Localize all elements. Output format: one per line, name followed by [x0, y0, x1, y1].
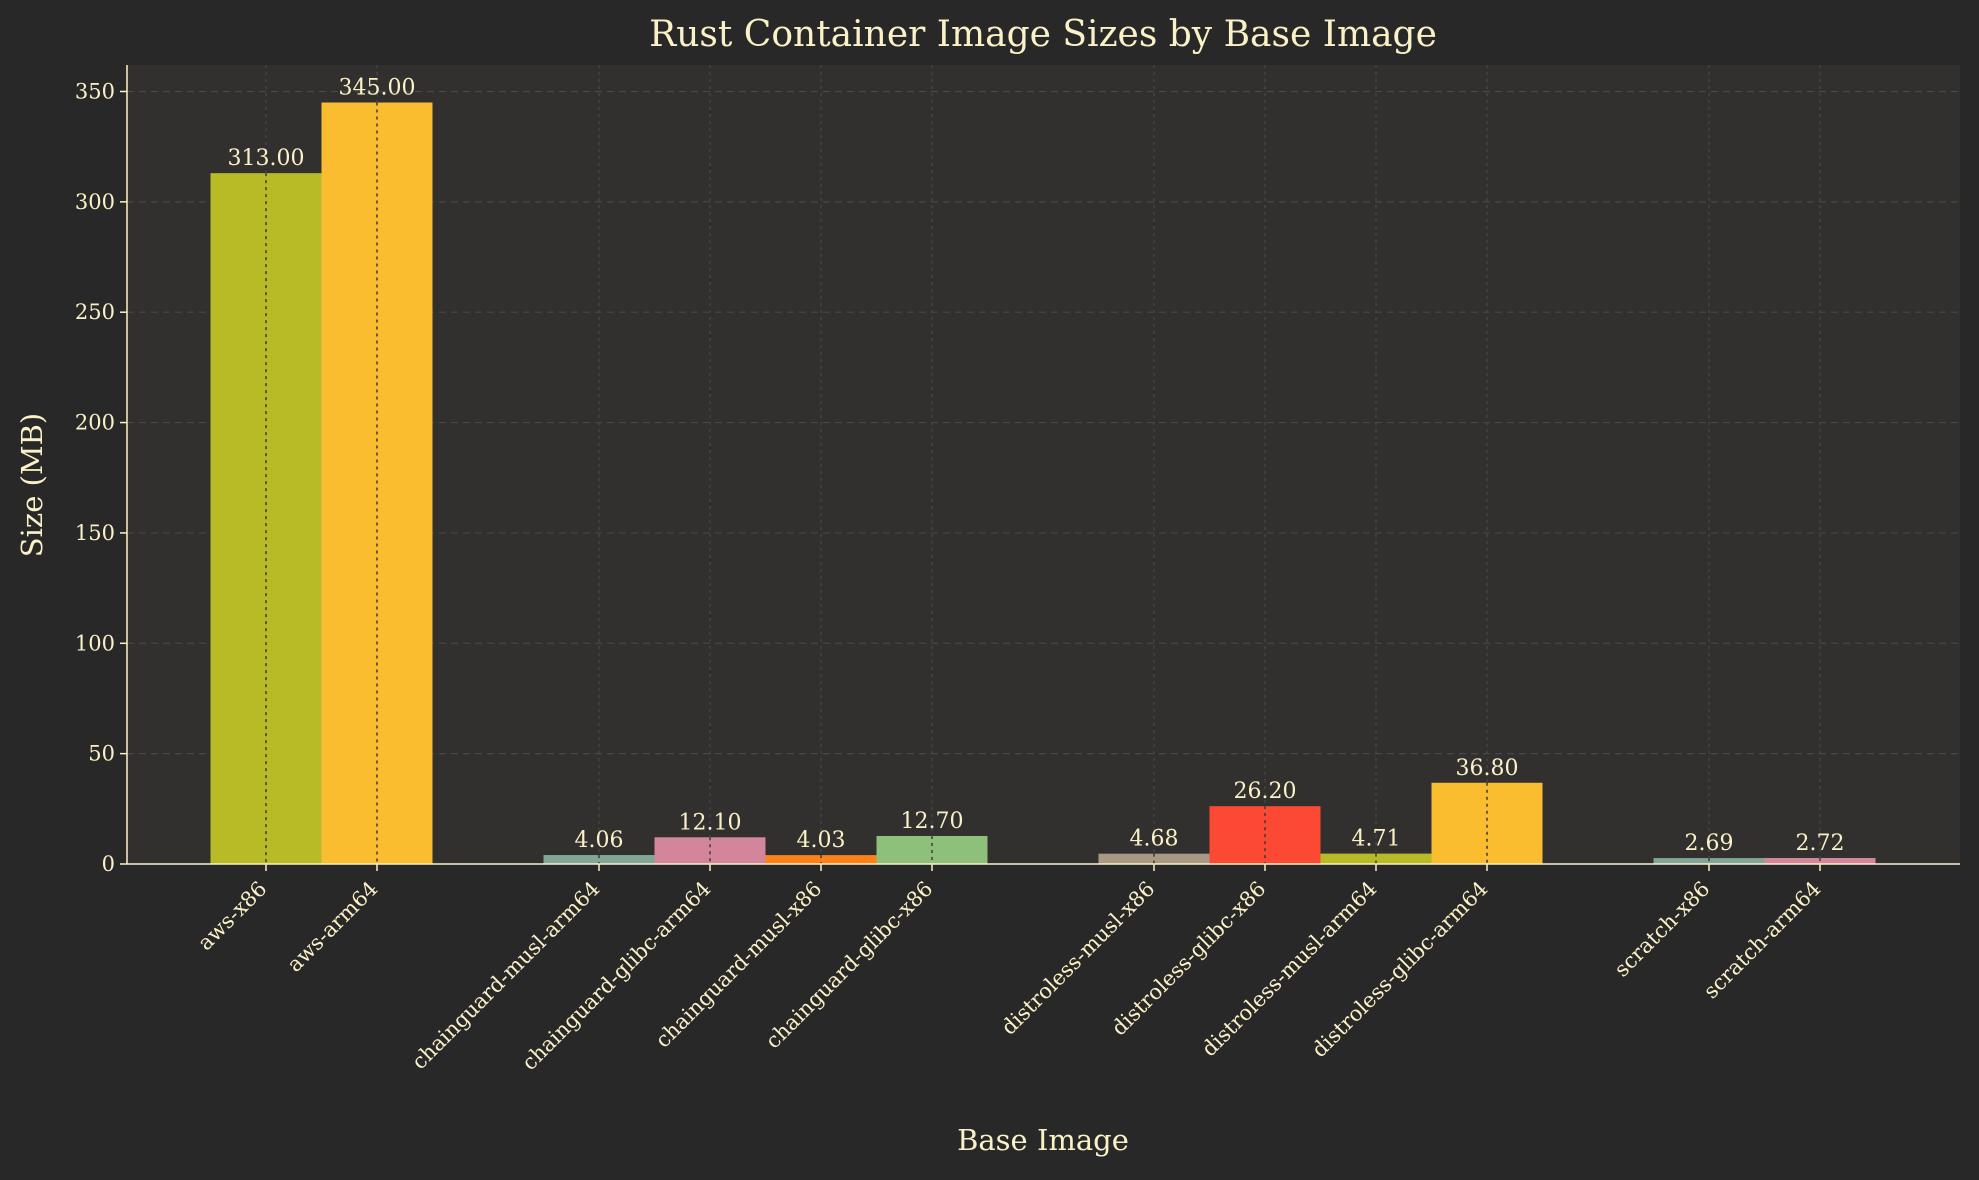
bar-distroless-musl-x86 — [1098, 853, 1210, 864]
bar-value-label: 4.71 — [1352, 827, 1401, 852]
bar-value-label: 345.00 — [339, 76, 416, 101]
bar-value-label: 313.00 — [228, 146, 305, 171]
bar-value-label: 12.10 — [679, 810, 742, 835]
bar-chainguard-musl-x86 — [765, 855, 877, 864]
bar-value-label: 12.70 — [901, 809, 964, 834]
bar-value-label: 4.03 — [797, 828, 846, 853]
axes — [126, 65, 1960, 865]
bar-value-label: 2.72 — [1796, 831, 1845, 856]
y-tick-label: 50 — [88, 742, 115, 766]
y-tick-labels: 0 50 100 150 200 250 300 350 — [75, 79, 127, 876]
bar-value-label: 36.80 — [1456, 756, 1519, 781]
bar-value-label: 4.06 — [575, 828, 624, 853]
y-tick-label: 350 — [75, 79, 115, 103]
y-tick-label: 300 — [75, 190, 115, 214]
bar-value-labels: 313.00 345.00 4.06 12.10 4.03 12.70 4.68 26.20 4… — [228, 76, 1845, 857]
bar-distroless-glibc-arm64 — [1431, 782, 1543, 864]
y-tick-label: 0 — [102, 852, 115, 876]
y-tick-label: 100 — [75, 631, 115, 655]
y-tick-label: 150 — [75, 521, 115, 545]
y-tick-label: 200 — [75, 411, 115, 435]
bar-value-label: 4.68 — [1130, 827, 1179, 852]
chart-title: Rust Container Image Sizes by Base Image — [649, 14, 1437, 55]
bar-scratch-arm64 — [1764, 857, 1876, 864]
bar-distroless-musl-arm64 — [1320, 853, 1432, 864]
y-axis-label: Size (MB) — [15, 413, 49, 557]
bar-value-label: 26.20 — [1234, 779, 1297, 804]
y-tick-label: 250 — [75, 300, 115, 324]
x-axis-label: Base Image — [957, 1123, 1129, 1157]
bar-chainguard-musl-arm64 — [543, 855, 655, 864]
bars — [210, 102, 1876, 865]
bar-value-label: 2.69 — [1685, 831, 1734, 856]
